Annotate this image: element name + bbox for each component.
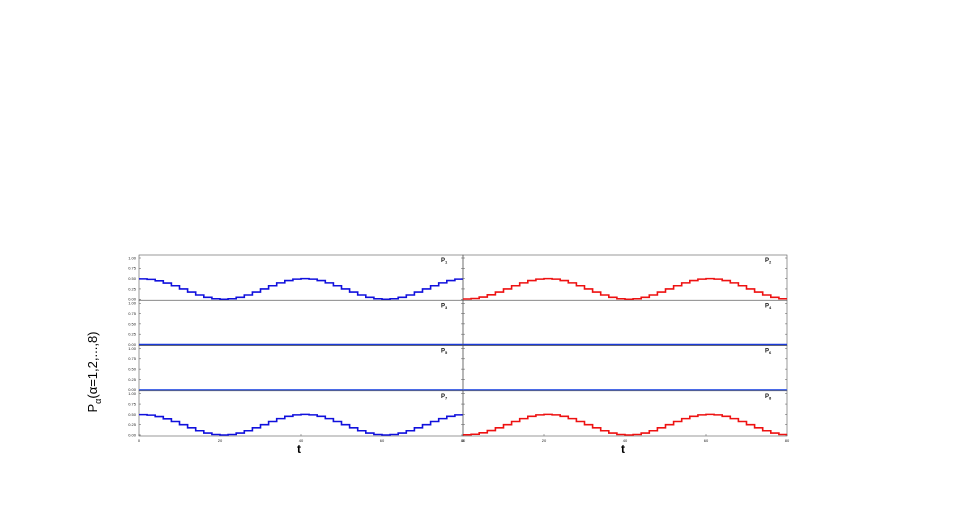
y-axis-title: Pα(α=1,2,...,8) bbox=[85, 331, 103, 412]
panel-label-sub: 6 bbox=[769, 350, 772, 355]
y-tick-label: 0.75 bbox=[128, 401, 137, 406]
panel-label-sub: 8 bbox=[769, 395, 772, 400]
panel-label-sub: 1 bbox=[445, 260, 448, 265]
panel-2: P2 bbox=[462, 254, 788, 301]
x-tick-label: 0 bbox=[138, 438, 141, 443]
panel-8: 0 20 40 60 80 t P8 bbox=[462, 390, 790, 456]
panel-label: P3 bbox=[441, 303, 448, 310]
panel-label-main: P bbox=[441, 258, 445, 264]
panel-4: P4 bbox=[462, 299, 788, 346]
panel-label: P2 bbox=[765, 258, 772, 265]
y-tick-label: 0.00 bbox=[128, 342, 137, 347]
y-axis-title-sub: α bbox=[93, 399, 103, 404]
y-tick-label: 0.25 bbox=[128, 286, 137, 291]
y-tick-label: 0.50 bbox=[128, 276, 137, 281]
panel-label: P8 bbox=[765, 394, 772, 401]
y-axis-title-main: P bbox=[85, 404, 100, 413]
y-tick-label: 0.00 bbox=[128, 432, 137, 437]
x-axis-title: t bbox=[297, 442, 301, 456]
series-line-p8 bbox=[463, 413, 787, 436]
x-tick-label: 60 bbox=[704, 438, 709, 443]
x-tick-label: 20 bbox=[218, 438, 223, 443]
panel-frame bbox=[138, 345, 464, 392]
y-tick-label: 0.75 bbox=[128, 266, 137, 271]
y-tick-label: 0.25 bbox=[128, 422, 137, 427]
panel-label-sub: 3 bbox=[445, 305, 448, 310]
y-tick-label: 0.00 bbox=[128, 387, 137, 392]
x-tick-label: 40 bbox=[623, 438, 628, 443]
panel-label-sub: 2 bbox=[769, 260, 772, 265]
panel-label-main: P bbox=[765, 349, 769, 355]
x-axis-title: t bbox=[621, 442, 625, 456]
panel-6: P6 bbox=[462, 345, 788, 392]
y-tick-label: 0.75 bbox=[128, 356, 137, 361]
panel-label-main: P bbox=[765, 394, 769, 400]
panel-frame bbox=[462, 299, 788, 346]
panel-frame bbox=[462, 345, 788, 392]
y-tick-label: 0.50 bbox=[128, 321, 137, 326]
x-tick-label: 80 bbox=[785, 438, 790, 443]
y-tick-label: 1.00 bbox=[128, 346, 137, 351]
series-line-p2 bbox=[463, 277, 787, 301]
panel-label-main: P bbox=[765, 258, 769, 264]
y-tick-label: 0.75 bbox=[128, 311, 137, 316]
y-tick-label: 1.00 bbox=[128, 301, 137, 306]
x-tick-label: 80 bbox=[461, 438, 466, 443]
panel-label-main: P bbox=[441, 303, 445, 309]
panel-label-main: P bbox=[441, 349, 445, 355]
panel-label: P7 bbox=[441, 394, 448, 401]
x-tick-label: 0 bbox=[462, 438, 465, 443]
y-tick-label: 0.50 bbox=[128, 412, 137, 417]
series-line-p1 bbox=[139, 277, 463, 301]
y-tick-label: 1.00 bbox=[128, 391, 137, 396]
x-tick-label: 60 bbox=[380, 438, 385, 443]
panel-label: P6 bbox=[765, 349, 772, 356]
x-tick-label: 20 bbox=[542, 438, 547, 443]
panel-label: P5 bbox=[441, 349, 448, 356]
panel-label-sub: 7 bbox=[445, 395, 448, 400]
panel-1: 0.00 0.25 0.50 0.75 1.00 P1 bbox=[128, 254, 464, 302]
panel-label: P4 bbox=[765, 303, 772, 310]
y-tick-label: 0.00 bbox=[128, 297, 137, 302]
panel-3: 0.00 0.25 0.50 0.75 1.00 P3 bbox=[128, 299, 464, 347]
panel-7: 0.00 0.25 0.50 0.75 1.00 0 20 40 60 80 t P7 bbox=[128, 390, 466, 456]
y-tick-label: 0.25 bbox=[128, 377, 137, 382]
panel-frame bbox=[462, 390, 788, 437]
y-tick-label: 0.25 bbox=[128, 332, 137, 337]
y-tick-label: 0.50 bbox=[128, 367, 137, 372]
panel-5: 0.00 0.25 0.50 0.75 1.00 P5 bbox=[128, 345, 464, 392]
panel-frame bbox=[138, 299, 464, 346]
panel-label-sub: 5 bbox=[445, 350, 448, 355]
panel-frame bbox=[462, 254, 788, 301]
svg-text:Pα(α=1,2,...,8): Pα(α=1,2,...,8) bbox=[85, 331, 103, 412]
series-line-p7 bbox=[139, 413, 463, 436]
y-axis-title-rest: (α=1,2,...,8) bbox=[85, 331, 100, 398]
panel-label: P1 bbox=[441, 258, 448, 265]
y-tick-label: 1.00 bbox=[128, 255, 137, 260]
panel-label-main: P bbox=[765, 303, 769, 309]
panel-label-main: P bbox=[441, 394, 445, 400]
panel-label-sub: 4 bbox=[769, 305, 772, 310]
x-tick-label: 40 bbox=[299, 438, 304, 443]
